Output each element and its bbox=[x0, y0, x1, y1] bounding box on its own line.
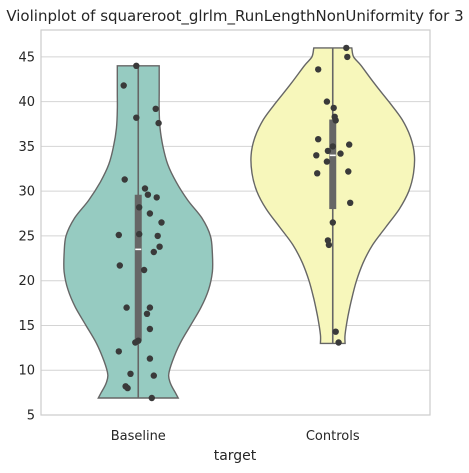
data-point bbox=[323, 98, 331, 105]
data-point bbox=[343, 44, 350, 52]
data-point bbox=[344, 53, 351, 61]
data-point bbox=[346, 141, 353, 148]
data-point bbox=[152, 105, 159, 113]
y-tick-labels: 5 10 15 20 25 30 35 40 45 bbox=[18, 50, 35, 423]
data-point bbox=[146, 304, 154, 311]
y-tick-label: 20 bbox=[18, 274, 35, 289]
data-point bbox=[124, 384, 131, 392]
data-point bbox=[136, 204, 143, 211]
data-point bbox=[148, 394, 155, 402]
y-tick-label: 40 bbox=[18, 95, 35, 110]
data-point bbox=[347, 199, 354, 206]
data-point bbox=[150, 248, 157, 256]
data-point bbox=[132, 339, 139, 346]
data-point bbox=[314, 170, 321, 177]
y-tick-label: 5 bbox=[27, 409, 35, 424]
y-tick-label: 30 bbox=[18, 185, 35, 200]
data-point bbox=[313, 152, 320, 159]
data-point bbox=[143, 310, 151, 317]
data-point bbox=[153, 194, 160, 201]
x-axis-label: target bbox=[214, 448, 257, 464]
data-point bbox=[141, 185, 149, 192]
data-point bbox=[140, 266, 148, 274]
data-point bbox=[146, 210, 154, 217]
y-tick-label: 25 bbox=[18, 229, 35, 244]
data-point bbox=[156, 243, 163, 250]
plot-frame bbox=[40, 29, 431, 416]
data-point bbox=[332, 117, 339, 124]
x-tick-label: Controls bbox=[306, 429, 360, 444]
y-tick-label: 10 bbox=[18, 364, 35, 379]
violin-iqr-box bbox=[134, 194, 142, 341]
y-tick-label: 45 bbox=[18, 50, 35, 65]
data-points bbox=[115, 44, 354, 402]
data-point bbox=[337, 150, 344, 157]
data-point bbox=[121, 176, 128, 183]
chart-title: Violinplot of squareroot_glrlm_RunLength… bbox=[6, 7, 463, 26]
data-point bbox=[123, 304, 130, 311]
data-point bbox=[136, 230, 143, 238]
data-point bbox=[120, 82, 127, 89]
data-point bbox=[315, 66, 322, 73]
data-point bbox=[329, 219, 336, 226]
data-point bbox=[325, 241, 333, 249]
data-point bbox=[329, 143, 336, 150]
data-point bbox=[133, 62, 140, 69]
y-tick-label: 35 bbox=[18, 140, 35, 155]
data-point bbox=[115, 348, 123, 355]
y-tick-label: 15 bbox=[18, 319, 35, 334]
x-tick-label: Baseline bbox=[111, 429, 166, 444]
data-point bbox=[158, 219, 165, 226]
data-point bbox=[315, 136, 322, 143]
data-point bbox=[127, 370, 134, 377]
data-point bbox=[133, 114, 140, 121]
data-point bbox=[345, 168, 352, 175]
data-point bbox=[332, 328, 339, 335]
data-point bbox=[155, 119, 162, 127]
violin-iqr-box bbox=[329, 119, 337, 210]
data-point bbox=[144, 191, 152, 198]
x-tick-labels: Baseline Controls bbox=[111, 429, 360, 444]
data-point bbox=[154, 232, 161, 240]
data-point bbox=[115, 231, 123, 239]
data-point bbox=[146, 325, 154, 333]
data-point bbox=[330, 104, 337, 112]
data-point bbox=[146, 355, 154, 362]
data-point bbox=[150, 372, 157, 379]
data-point bbox=[335, 339, 342, 346]
data-point bbox=[323, 158, 331, 165]
data-point bbox=[116, 262, 124, 269]
data-point bbox=[324, 147, 332, 155]
